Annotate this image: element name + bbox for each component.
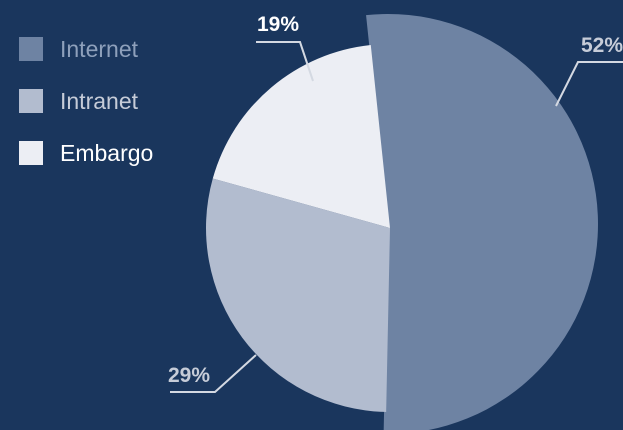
pie-slice-embargo: [212, 45, 390, 229]
legend-label-internet: Internet: [60, 35, 138, 62]
legend-item-intranet: Intranet: [19, 88, 153, 114]
leader-line-internet: [555, 61, 623, 107]
leader-line-embargo: [256, 41, 314, 82]
legend-label-intranet: Intranet: [60, 87, 138, 114]
legend-item-embargo: Embargo: [19, 140, 153, 166]
slice-label-embargo: 19%: [257, 13, 299, 36]
slice-label-intranet: 29%: [168, 364, 210, 387]
leader-line-intranet: [170, 354, 257, 393]
legend-swatch-embargo: [19, 141, 43, 165]
legend-item-internet: Internet: [19, 36, 153, 62]
legend-label-embargo: Embargo: [60, 139, 154, 166]
legend: Internet Intranet Embargo: [19, 36, 153, 192]
legend-swatch-internet: [19, 37, 43, 61]
pie-slice-intranet: [205, 178, 390, 412]
slice-label-internet: 52%: [581, 34, 623, 57]
legend-swatch-intranet: [19, 89, 43, 113]
pie-slice-internet: [366, 14, 598, 430]
